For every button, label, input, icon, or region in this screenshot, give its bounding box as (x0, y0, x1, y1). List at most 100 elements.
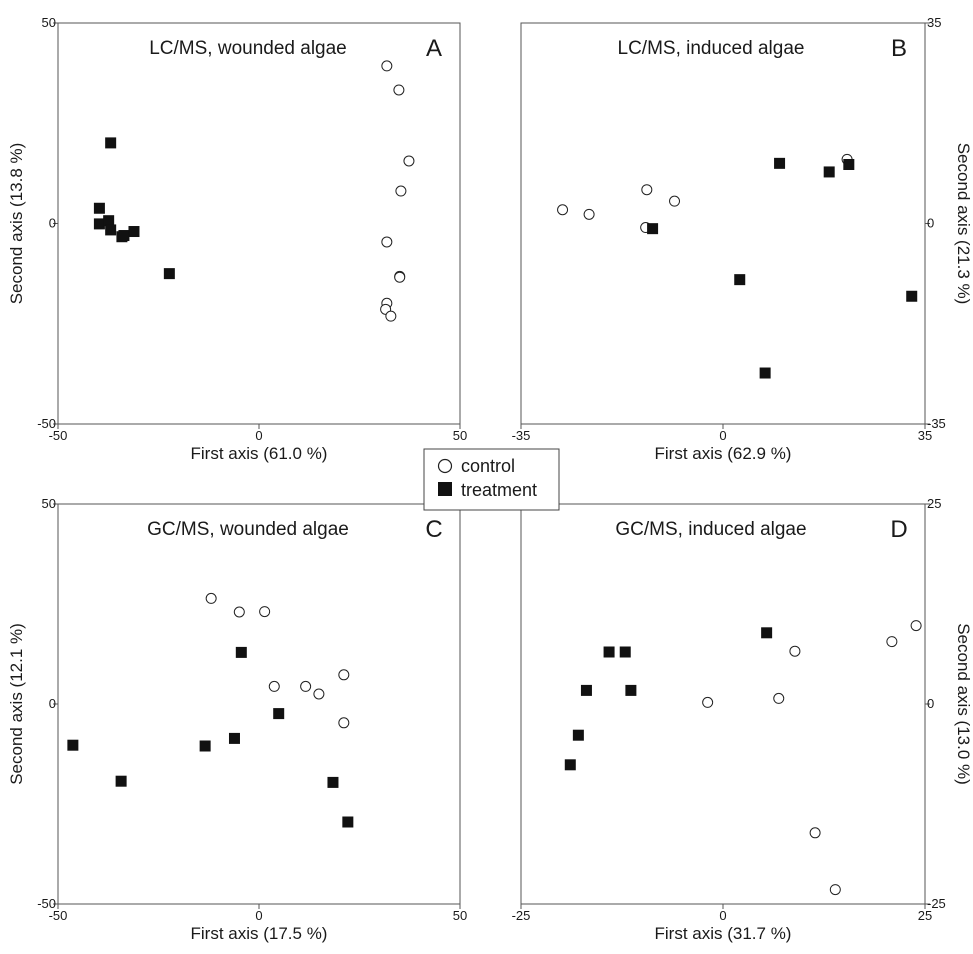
point-treatment (105, 137, 117, 149)
point-control (910, 620, 922, 632)
point-treatment (572, 729, 584, 741)
point-control (268, 680, 280, 692)
point-treatment (67, 739, 79, 751)
x-tick-label: 0 (255, 428, 262, 443)
point-treatment (342, 816, 354, 828)
y-tick-label: 0 (927, 216, 934, 231)
point-control (829, 884, 841, 896)
point-control (773, 692, 785, 704)
point-treatment (823, 166, 835, 178)
x-tick-label: 50 (453, 908, 467, 923)
point-control (641, 184, 653, 196)
point-treatment (843, 158, 855, 170)
legend: control treatment (423, 448, 560, 511)
point-treatment (118, 230, 130, 242)
x-tick-label: 50 (453, 428, 467, 443)
series-treatment (67, 646, 354, 828)
y-axis-label: Second axis (13.0 %) (954, 623, 973, 785)
plot-frame (520, 503, 926, 905)
point-treatment (603, 646, 615, 658)
legend-label-treatment: treatment (461, 480, 537, 500)
y-tick-label: 25 (927, 496, 941, 511)
point-control (394, 271, 406, 283)
series-treatment (647, 157, 918, 379)
y-axis-label: Second axis (21.3 %) (954, 143, 973, 305)
series-treatment (564, 627, 773, 771)
series-control (205, 592, 350, 729)
point-control (583, 208, 595, 220)
legend-control-marker (437, 458, 453, 474)
point-control (205, 592, 217, 604)
point-treatment (774, 157, 786, 169)
x-tick-label: -50 (49, 908, 68, 923)
x-axis-label: First axis (17.5 %) (191, 924, 328, 943)
panel-title: GC/MS, induced algae (615, 519, 806, 540)
y-tick-label: -35 (927, 416, 946, 431)
x-tick-label: 0 (255, 908, 262, 923)
point-control (809, 827, 821, 839)
panel-a: 50 0 -50-50 0 50 First axis (61.0 %) Second ax… (7, 15, 467, 463)
series-treatment (93, 137, 175, 280)
x-axis-label: First axis (61.0 %) (191, 444, 328, 463)
y-axis-label: Second axis (13.8 %) (7, 143, 26, 305)
point-treatment (759, 367, 771, 379)
panel-letter: C (425, 516, 442, 543)
legend-label-control: control (461, 456, 515, 476)
x-tick-label: 0 (719, 908, 726, 923)
point-control (381, 236, 393, 248)
point-control (381, 60, 393, 72)
point-treatment (105, 224, 117, 236)
panel-letter: D (890, 516, 907, 543)
x-tick-label: -50 (49, 428, 68, 443)
panel-title: GC/MS, wounded algae (147, 519, 349, 540)
point-control (338, 669, 350, 681)
y-tick-label: 35 (927, 15, 941, 30)
series-control (702, 620, 922, 896)
point-treatment (761, 627, 773, 639)
y-tick-label: -50 (37, 896, 56, 911)
panel-b: 35 0 -35 -35 0 35 First axis (62.9 %) Second ax… (512, 15, 973, 463)
point-control (300, 680, 312, 692)
point-treatment (619, 646, 631, 658)
x-axis-label: First axis (62.9 %) (655, 444, 792, 463)
point-treatment (93, 218, 105, 230)
point-control (313, 688, 325, 700)
point-control (403, 155, 415, 167)
point-control (338, 717, 350, 729)
point-treatment (625, 684, 637, 696)
point-treatment (103, 215, 115, 227)
point-control (393, 84, 405, 96)
x-tick-label: 25 (918, 908, 932, 923)
point-control (886, 636, 898, 648)
y-tick-label: 0 (49, 696, 56, 711)
point-treatment (906, 290, 918, 302)
point-treatment (273, 708, 285, 720)
x-tick-label: 0 (719, 428, 726, 443)
point-control (233, 606, 245, 618)
panel-title: LC/MS, induced algae (618, 38, 805, 59)
x-axis-label: First axis (31.7 %) (655, 924, 792, 943)
point-treatment (580, 684, 592, 696)
y-axis-label: Second axis (12.1 %) (7, 623, 26, 785)
plot-frame (520, 22, 926, 425)
point-control (395, 185, 407, 197)
point-treatment (93, 202, 105, 214)
point-treatment (199, 740, 211, 752)
point-control (669, 195, 681, 207)
series-control (380, 60, 415, 322)
series-control (557, 153, 853, 234)
point-treatment (115, 775, 127, 787)
panel-c: 50 0 -50-50 0 50 First axis (17.5 %) Second ax… (7, 496, 467, 943)
point-treatment (647, 223, 659, 235)
panel-letter: A (426, 35, 442, 62)
panel-d: 25 0 -25 -25 0 25 First axis (31.7 %) Second ax… (512, 496, 973, 943)
plot-frame (57, 503, 461, 905)
y-tick-label: -25 (927, 896, 946, 911)
point-control (557, 204, 569, 216)
y-tick-label: 50 (42, 15, 56, 30)
point-control (789, 645, 801, 657)
point-control (259, 606, 271, 618)
y-tick-label: -50 (37, 416, 56, 431)
panel-letter: B (891, 35, 907, 62)
